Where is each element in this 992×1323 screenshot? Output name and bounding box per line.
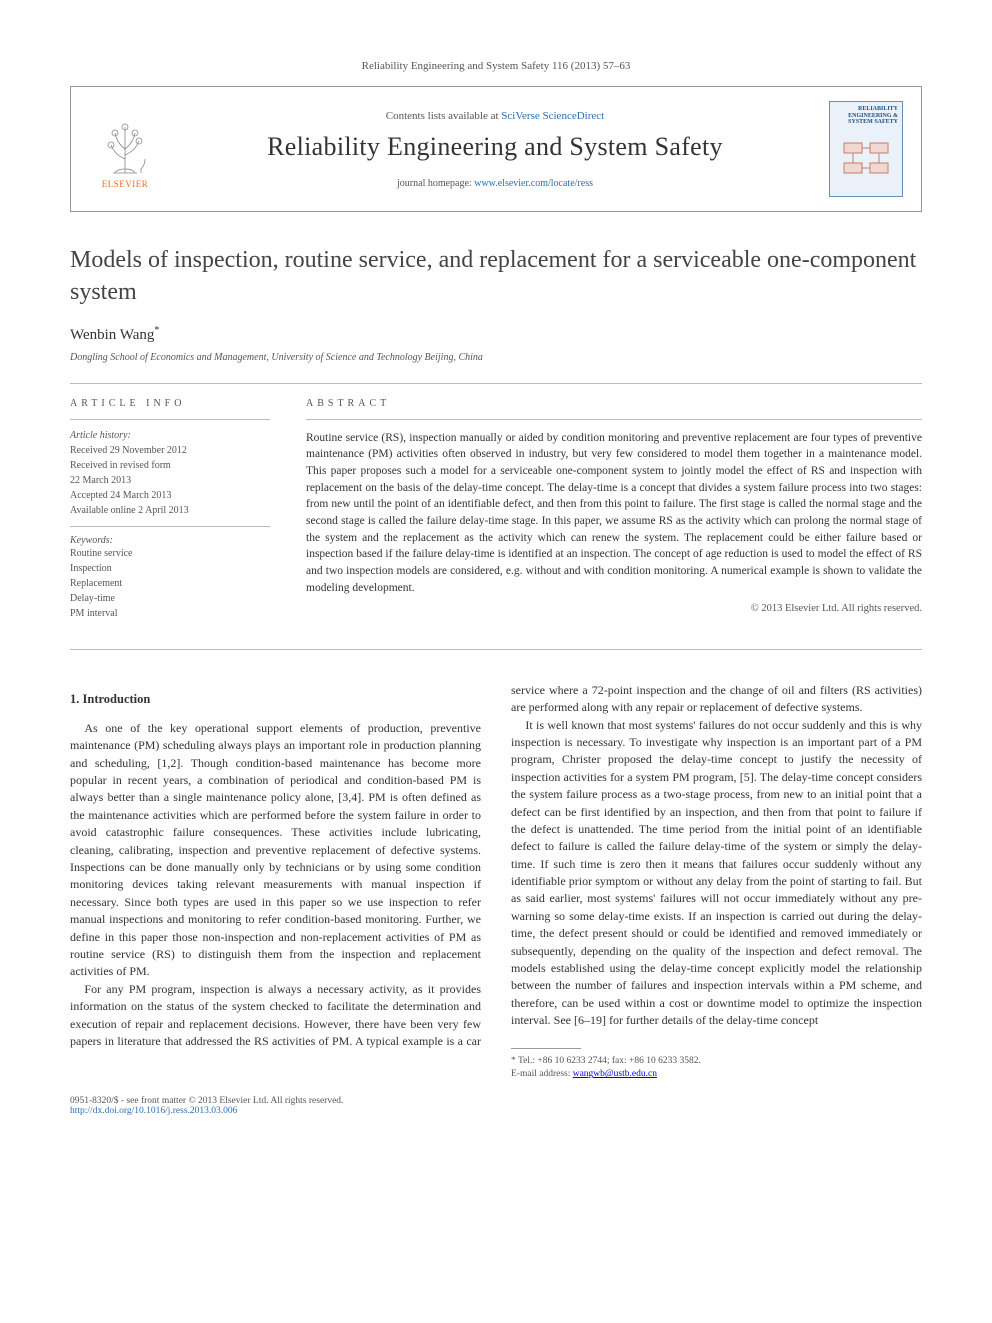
- elsevier-tree-icon: [95, 119, 155, 177]
- footnote-rule: [511, 1048, 581, 1049]
- author-text: Wenbin Wang: [70, 327, 154, 343]
- publisher-name: ELSEVIER: [102, 179, 149, 189]
- divider: [70, 419, 270, 420]
- body-paragraph: As one of the key operational support el…: [70, 720, 481, 981]
- homepage-link[interactable]: www.elsevier.com/locate/ress: [474, 178, 593, 189]
- article-info-block: article info Article history: Received 2…: [70, 398, 270, 621]
- history-item: Received 29 November 2012: [70, 443, 270, 458]
- sciencedirect-link[interactable]: SciVerse ScienceDirect: [501, 110, 604, 122]
- abstract-block: abstract Routine service (RS), inspectio…: [306, 398, 922, 621]
- history-item: Available online 2 April 2013: [70, 503, 270, 518]
- email-line: E-mail address: wangwb@ustb.edu.cn: [511, 1068, 922, 1082]
- contents-prefix: Contents lists available at: [386, 110, 501, 122]
- body-columns: 1. Introduction As one of the key operat…: [70, 682, 922, 1082]
- keyword: Routine service: [70, 546, 270, 561]
- divider: [306, 419, 922, 420]
- copyright-line: © 2013 Elsevier Ltd. All rights reserved…: [306, 603, 922, 614]
- journal-reference: Reliability Engineering and System Safet…: [70, 60, 922, 72]
- keyword: Inspection: [70, 561, 270, 576]
- abstract-label: abstract: [306, 398, 922, 409]
- journal-header: ELSEVIER Contents lists available at Sci…: [70, 86, 922, 212]
- cover-diagram-icon: [838, 139, 894, 179]
- author-marker: *: [154, 325, 159, 336]
- affiliation: Dongling School of Economics and Managem…: [70, 352, 922, 363]
- homepage-prefix: journal homepage:: [397, 178, 474, 189]
- divider: [70, 383, 922, 384]
- history-item: Accepted 24 March 2013: [70, 488, 270, 503]
- issn-line: 0951-8320/$ - see front matter © 2013 El…: [70, 1096, 922, 1106]
- keywords-label: Keywords:: [70, 535, 270, 546]
- article-title: Models of inspection, routine service, a…: [70, 244, 922, 309]
- cover-title-text: RELIABILITY ENGINEERING & SYSTEM SAFETY: [834, 106, 898, 126]
- email-link[interactable]: wangwb@ustb.edu.cn: [573, 1069, 657, 1079]
- publisher-logo: ELSEVIER: [89, 109, 161, 189]
- homepage-line: journal homepage: www.elsevier.com/locat…: [179, 178, 811, 189]
- divider: [70, 649, 922, 650]
- author-name: Wenbin Wang*: [70, 325, 922, 344]
- journal-cover-thumbnail: RELIABILITY ENGINEERING & SYSTEM SAFETY: [829, 101, 903, 197]
- keyword: Replacement: [70, 576, 270, 591]
- keyword: Delay-time: [70, 591, 270, 606]
- keyword: PM interval: [70, 606, 270, 621]
- journal-title: Reliability Engineering and System Safet…: [179, 132, 811, 162]
- history-label: Article history:: [70, 428, 270, 443]
- corresponding-note: * Tel.: +86 10 6233 2744; fax: +86 10 62…: [511, 1055, 922, 1069]
- divider: [70, 526, 270, 527]
- contents-line: Contents lists available at SciVerse Sci…: [179, 110, 811, 122]
- abstract-text: Routine service (RS), inspection manuall…: [306, 430, 922, 597]
- history-item: 22 March 2013: [70, 473, 270, 488]
- history-item: Received in revised form: [70, 458, 270, 473]
- section-heading: 1. Introduction: [70, 690, 481, 708]
- email-label: E-mail address:: [511, 1069, 573, 1079]
- body-paragraph: It is well known that most systems' fail…: [511, 717, 922, 1030]
- article-info-label: article info: [70, 398, 270, 409]
- doi-link[interactable]: http://dx.doi.org/10.1016/j.ress.2013.03…: [70, 1106, 237, 1116]
